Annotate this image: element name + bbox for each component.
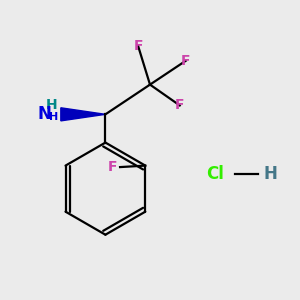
Text: H: H (49, 112, 58, 122)
Text: Cl: Cl (206, 165, 224, 183)
Text: H: H (263, 165, 277, 183)
Text: N: N (38, 105, 51, 123)
Text: F: F (108, 160, 117, 174)
Polygon shape (61, 108, 105, 121)
Text: F: F (134, 39, 143, 53)
Text: F: F (175, 98, 184, 112)
Text: H: H (46, 98, 58, 112)
Text: F: F (181, 54, 190, 68)
